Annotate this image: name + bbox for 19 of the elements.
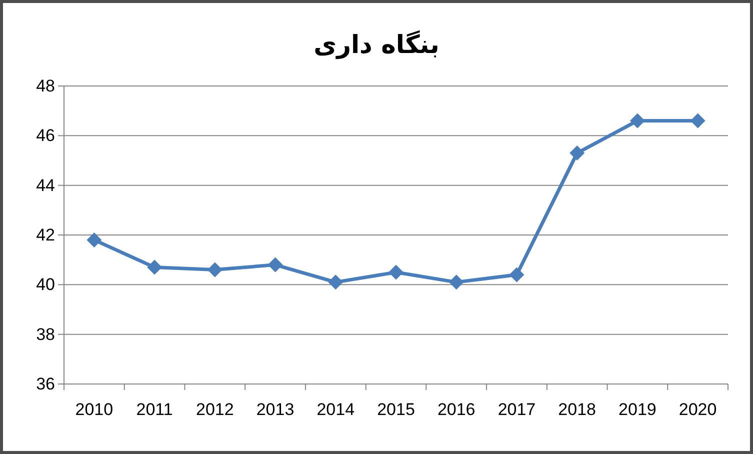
x-tick-label: 2020 — [678, 400, 717, 419]
x-tick-label: 2013 — [256, 400, 294, 419]
y-tick-label: 38 — [36, 324, 55, 344]
x-tick-label: 2012 — [196, 400, 234, 419]
title: بنگاه داری — [314, 30, 440, 59]
x-tick-label: 2016 — [437, 400, 476, 419]
x-tick-label: 2017 — [498, 400, 536, 419]
x-tick-label: 2014 — [316, 400, 355, 419]
y-tick-label: 40 — [36, 275, 55, 294]
y-tick-label: 42 — [36, 226, 55, 244]
x-tick-label: 2019 — [618, 400, 656, 419]
x-tick-label: 2018 — [558, 400, 596, 419]
y-tick-label: 46 — [36, 126, 55, 146]
x-tick-label: 2011 — [136, 400, 173, 419]
x-tick-label: 2010 — [75, 400, 114, 419]
x-tick-label: 2015 — [377, 400, 415, 419]
y-tick-label: 48 — [36, 76, 55, 96]
y-tick-label: 36 — [36, 374, 55, 394]
y-tick-label: 44 — [36, 176, 55, 195]
